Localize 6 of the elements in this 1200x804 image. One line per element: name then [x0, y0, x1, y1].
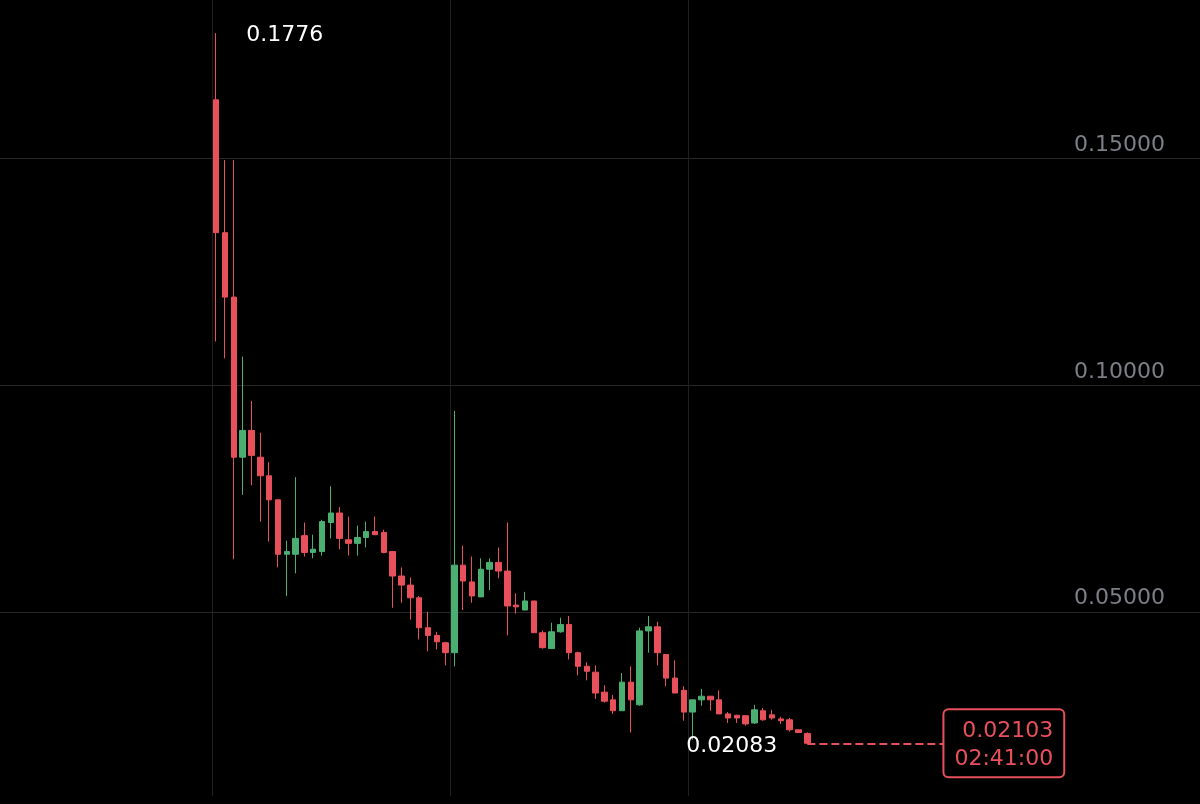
annotation: 0.1776: [246, 20, 324, 46]
y-tick-label: 0.15000: [1074, 130, 1165, 156]
annotation: 0.02083: [686, 731, 778, 757]
y-tick-label: 0.10000: [1074, 357, 1165, 383]
y-tick-label: 0.05000: [1074, 584, 1165, 610]
ref-line-label: 0.02103 02:41:00: [954, 716, 1054, 770]
